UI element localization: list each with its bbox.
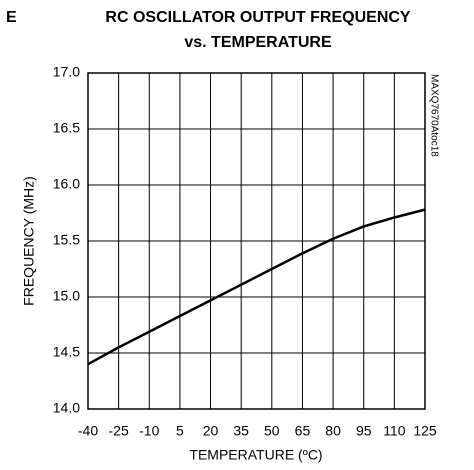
x-tick-label: 95 bbox=[356, 423, 372, 439]
y-tick-label: 16.0 bbox=[53, 176, 80, 192]
x-tick-label: -25 bbox=[109, 423, 129, 439]
corner-text: E bbox=[6, 9, 17, 26]
x-tick-label: 50 bbox=[264, 423, 280, 439]
y-tick-label: 17.0 bbox=[53, 64, 80, 80]
y-axis-label: FREQUENCY (MHz) bbox=[21, 176, 37, 306]
x-tick-label: 35 bbox=[233, 423, 249, 439]
x-tick-label: 65 bbox=[295, 423, 311, 439]
x-tick-label: 20 bbox=[203, 423, 219, 439]
y-tick-label: 15.5 bbox=[53, 232, 80, 248]
y-tick-label: 16.5 bbox=[53, 120, 80, 136]
x-tick-label: 80 bbox=[325, 423, 341, 439]
x-tick-label: 125 bbox=[413, 423, 437, 439]
y-tick-label: 14.5 bbox=[53, 344, 80, 360]
chart-title: vs. TEMPERATURE bbox=[184, 34, 332, 51]
chart-title: RC OSCILLATOR OUTPUT FREQUENCY bbox=[105, 9, 411, 26]
x-tick-label: -40 bbox=[78, 423, 98, 439]
side-label: MAXQ7670Atoc18 bbox=[428, 74, 439, 157]
y-tick-label: 14.0 bbox=[53, 400, 80, 416]
x-tick-label: -10 bbox=[139, 423, 159, 439]
x-axis-label: TEMPERATURE (ºC) bbox=[189, 447, 322, 463]
x-tick-label: 110 bbox=[383, 423, 406, 439]
plot-frame bbox=[87, 72, 426, 410]
x-tick-label: 5 bbox=[176, 423, 184, 439]
data-line bbox=[87, 208, 426, 366]
y-tick-label: 15.0 bbox=[53, 288, 80, 304]
